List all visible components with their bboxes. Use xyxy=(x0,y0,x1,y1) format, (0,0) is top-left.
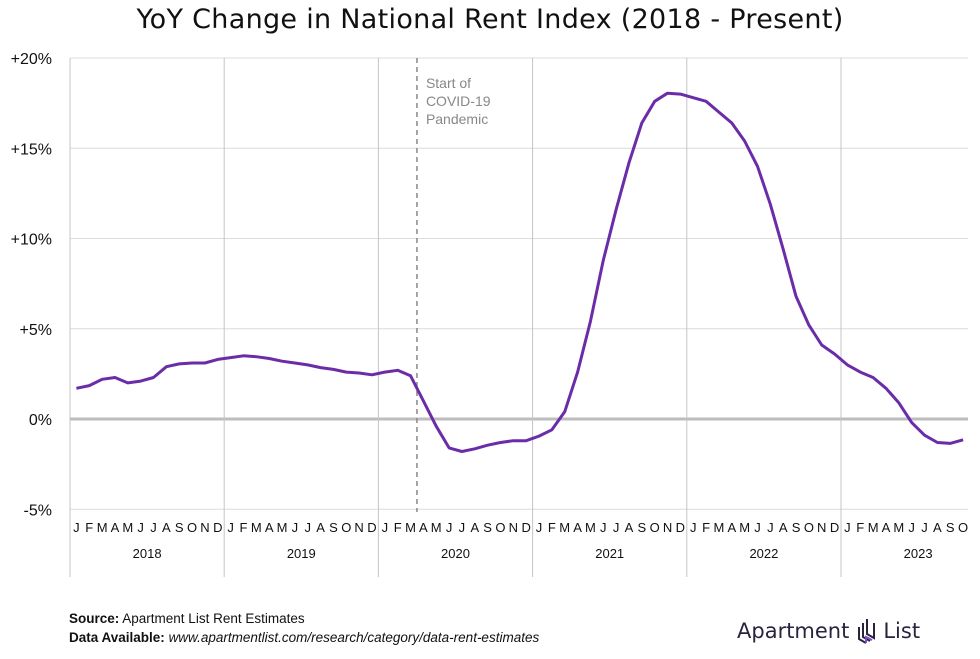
x-tick-label: N xyxy=(663,520,672,535)
x-tick-label: O xyxy=(341,520,351,535)
x-tick-label: S xyxy=(483,520,492,535)
x-tick-label: A xyxy=(265,520,274,535)
year-label: 2021 xyxy=(595,546,624,561)
x-tick-label: M xyxy=(405,520,416,535)
source-note: Source: Apartment List Rent Estimates xyxy=(69,611,305,626)
year-label: 2018 xyxy=(133,546,162,561)
x-tick-label: A xyxy=(779,520,788,535)
x-tick-label: J xyxy=(150,520,157,535)
logo-text-right: List xyxy=(883,619,921,643)
x-tick-label: J xyxy=(908,520,915,535)
x-tick-label: A xyxy=(882,520,891,535)
x-tick-label: M xyxy=(893,520,904,535)
source-value: Apartment List Rent Estimates xyxy=(122,611,305,626)
x-tick-label: J xyxy=(613,520,620,535)
x-tick-label: M xyxy=(714,520,725,535)
y-tick-label: +15% xyxy=(11,141,52,158)
x-tick-label: M xyxy=(97,520,108,535)
x-tick-label: D xyxy=(213,520,222,535)
x-tick-label: F xyxy=(702,520,710,535)
x-tick-label: J xyxy=(754,520,761,535)
data-available-label: Data Available: xyxy=(69,630,165,645)
x-tick-label: O xyxy=(650,520,660,535)
x-tick-label: M xyxy=(585,520,596,535)
x-tick-label: J xyxy=(767,520,774,535)
y-tick-label: 0% xyxy=(29,412,52,429)
data-available-url: www.apartmentlist.com/research/category/… xyxy=(168,630,540,645)
x-tick-label: J xyxy=(227,520,234,535)
x-tick-label: F xyxy=(548,520,556,535)
x-tick-label: S xyxy=(175,520,184,535)
x-tick-label: J xyxy=(921,520,928,535)
x-tick-label: N xyxy=(509,520,518,535)
x-tick-label: O xyxy=(187,520,197,535)
x-tick-label: S xyxy=(792,520,801,535)
x-tick-label: F xyxy=(85,520,93,535)
x-tick-label: D xyxy=(830,520,839,535)
covid-annotation: Pandemic xyxy=(426,111,488,127)
year-label: 2019 xyxy=(287,546,316,561)
apartment-list-logo: Apartment List xyxy=(737,617,920,645)
logo-text-left: Apartment xyxy=(737,619,850,643)
x-tick-label: D xyxy=(676,520,685,535)
x-tick-label: A xyxy=(573,520,582,535)
x-tick-label: J xyxy=(73,520,80,535)
y-tick-label: -5% xyxy=(24,502,52,519)
x-tick-label: A xyxy=(933,520,942,535)
chart-title: YoY Change in National Rent Index (2018 … xyxy=(136,4,844,35)
rent-index-line xyxy=(76,91,964,453)
x-tick-label: F xyxy=(239,520,247,535)
x-tick-label: S xyxy=(329,520,338,535)
x-tick-label: J xyxy=(600,520,607,535)
x-tick-label: O xyxy=(958,520,968,535)
x-tick-label: M xyxy=(559,520,570,535)
x-tick-label: N xyxy=(817,520,826,535)
x-tick-label: D xyxy=(521,520,530,535)
x-tick-label: M xyxy=(431,520,442,535)
y-tick-label: +20% xyxy=(11,51,52,68)
x-tick-label: M xyxy=(739,520,750,535)
x-tick-label: O xyxy=(804,520,814,535)
year-label: 2020 xyxy=(441,546,470,561)
year-label: 2022 xyxy=(749,546,778,561)
x-tick-label: M xyxy=(277,520,288,535)
x-tick-label: J xyxy=(137,520,144,535)
x-tick-label: O xyxy=(495,520,505,535)
source-label: Source: xyxy=(69,611,120,626)
x-tick-label: J xyxy=(446,520,453,535)
year-label: 2023 xyxy=(904,546,933,561)
x-tick-label: D xyxy=(367,520,376,535)
x-tick-label: M xyxy=(251,520,262,535)
x-tick-label: A xyxy=(316,520,325,535)
x-tick-label: F xyxy=(394,520,402,535)
x-tick-label: J xyxy=(690,520,697,535)
line-chart: +20%+15%+10%+5%0%-5%J F M A M J J A S O N D J F M A M J J A… xyxy=(11,51,968,577)
x-tick-label: M xyxy=(868,520,879,535)
x-tick-label: S xyxy=(637,520,646,535)
x-tick-label: M xyxy=(122,520,133,535)
x-tick-label: A xyxy=(727,520,736,535)
x-tick-label: S xyxy=(946,520,955,535)
x-tick-label: A xyxy=(625,520,634,535)
x-tick-label: J xyxy=(459,520,466,535)
data-available-note: Data Available: www.apartmentlist.com/re… xyxy=(69,630,539,645)
x-tick-label: J xyxy=(844,520,851,535)
x-tick-label: A xyxy=(162,520,171,535)
x-tick-label: A xyxy=(111,520,120,535)
x-tick-label: A xyxy=(419,520,428,535)
x-tick-label: J xyxy=(536,520,543,535)
x-tick-label: J xyxy=(304,520,311,535)
x-tick-label: F xyxy=(856,520,864,535)
x-tick-label: N xyxy=(354,520,363,535)
x-tick-label: J xyxy=(382,520,389,535)
covid-annotation: Start of xyxy=(426,75,471,91)
y-tick-label: +10% xyxy=(11,232,52,249)
y-tick-label: +5% xyxy=(20,322,52,339)
x-tick-label: A xyxy=(470,520,479,535)
building-icon xyxy=(858,619,876,644)
covid-annotation: COVID-19 xyxy=(426,93,491,109)
x-tick-label: J xyxy=(292,520,299,535)
x-tick-label: N xyxy=(200,520,209,535)
